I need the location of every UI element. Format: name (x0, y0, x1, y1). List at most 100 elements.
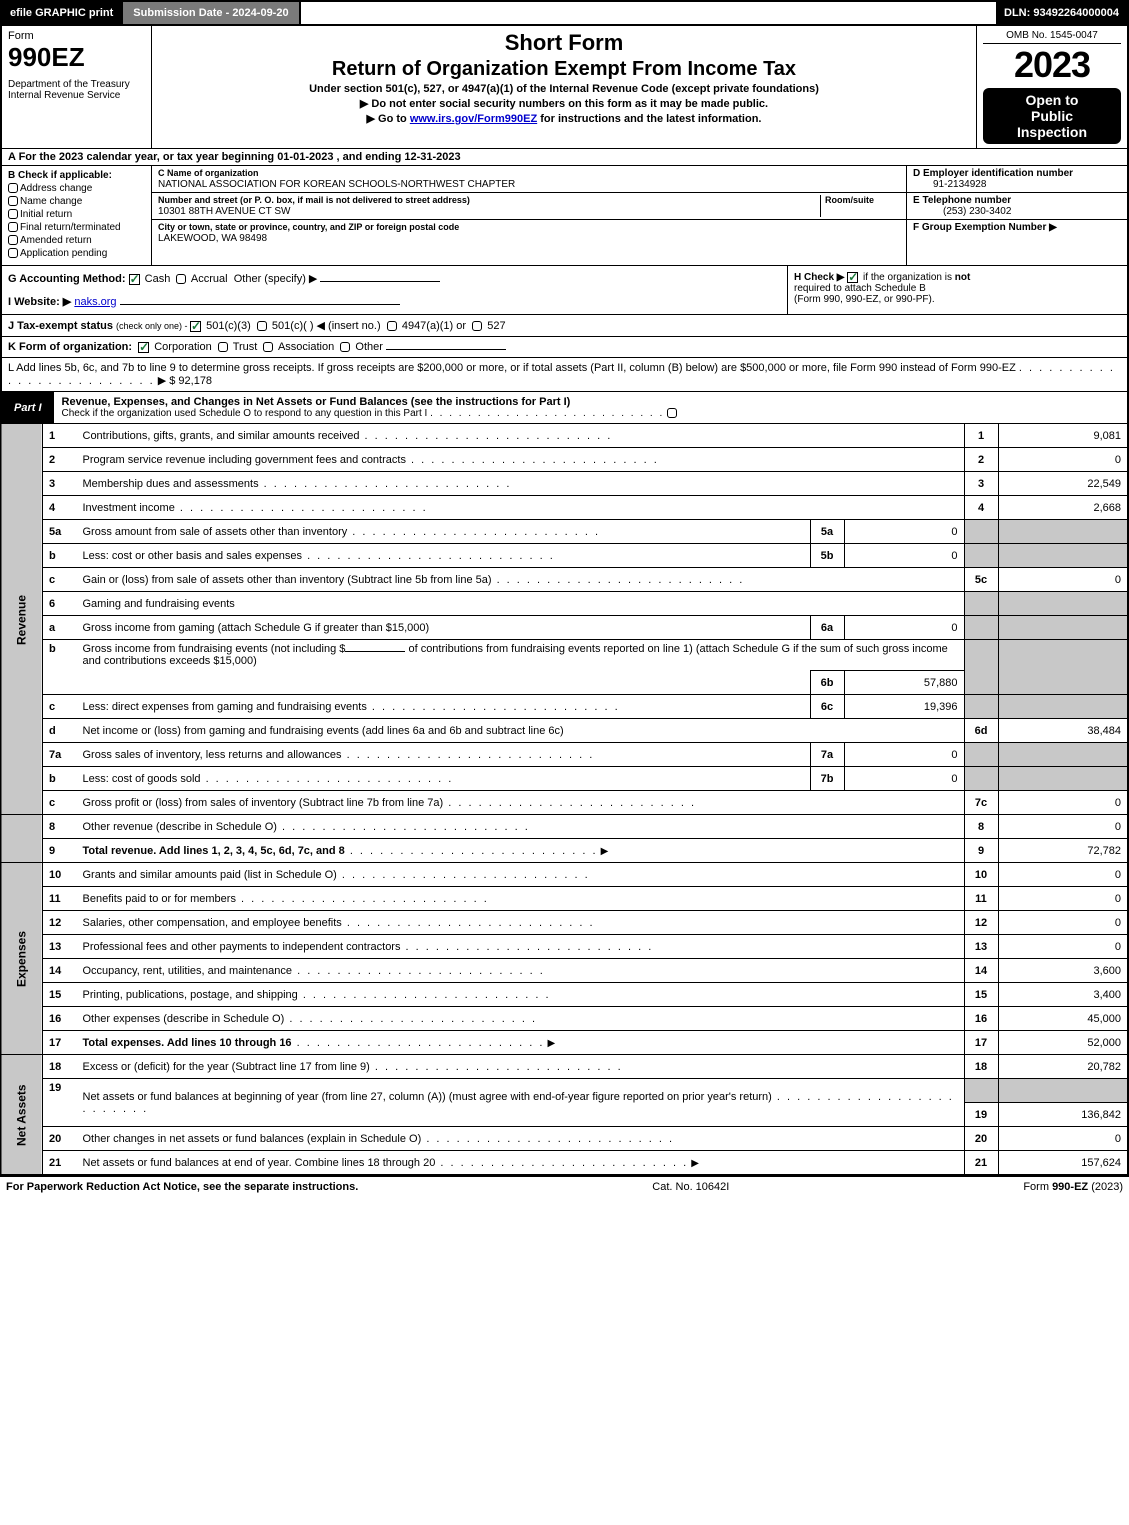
other-specify-input[interactable] (320, 281, 440, 282)
chk-address-change-label: Address change (20, 183, 92, 194)
table-row: 2 Program service revenue including gove… (1, 448, 1128, 472)
line-num: 4 (43, 496, 77, 520)
chk-4947[interactable] (387, 321, 397, 331)
dln-label: DLN: 93492264000004 (996, 2, 1127, 24)
row-gh: G Accounting Method: Cash Accrual Other … (0, 265, 1129, 314)
chk-501c[interactable] (257, 321, 267, 331)
chk-schedule-o-part1[interactable] (667, 408, 677, 418)
line-desc: Gross profit or (loss) from sales of inv… (77, 791, 965, 815)
line-outlbl: 18 (964, 1055, 998, 1079)
col-b: B Check if applicable: Address change Na… (2, 166, 152, 265)
line-desc: Total revenue. Add lines 1, 2, 3, 4, 5c,… (77, 839, 965, 863)
section-bcd: B Check if applicable: Address change Na… (0, 166, 1129, 265)
chk-501c3[interactable] (190, 321, 201, 332)
line-desc: Less: direct expenses from gaming and fu… (77, 695, 811, 719)
col-c: C Name of organization NATIONAL ASSOCIAT… (152, 166, 907, 265)
city-cell: City or town, state or province, country… (152, 220, 906, 246)
efile-print-label[interactable]: efile GRAPHIC print (2, 2, 121, 24)
city-label: City or town, state or province, country… (158, 222, 459, 232)
website-link[interactable]: naks.org (74, 296, 116, 308)
line-val: 72,782 (998, 839, 1128, 863)
table-row: 19 Net assets or fund balances at beginn… (1, 1079, 1128, 1103)
line-num: 5a (43, 520, 77, 544)
table-row: 12 Salaries, other compensation, and emp… (1, 911, 1128, 935)
row-j: J Tax-exempt status (check only one) - 5… (0, 314, 1129, 336)
table-row: Net Assets 18 Excess or (deficit) for th… (1, 1055, 1128, 1079)
chk-other-org[interactable] (340, 342, 350, 352)
chk-association[interactable] (263, 342, 273, 352)
org-name-label: C Name of organization (158, 168, 259, 178)
footer-center: Cat. No. 10642I (652, 1181, 729, 1193)
line-outlbl-shade (964, 695, 998, 719)
line-val: 38,484 (998, 719, 1128, 743)
line-val-shade (998, 520, 1128, 544)
line-inval: 0 (844, 616, 964, 640)
table-row: c Gain or (loss) from sale of assets oth… (1, 568, 1128, 592)
line-val-shade (998, 743, 1128, 767)
line-val: 0 (998, 935, 1128, 959)
h-text2: required to attach Schedule B (794, 283, 926, 294)
line-desc: Net income or (loss) from gaming and fun… (77, 719, 965, 743)
chk-amended-return[interactable]: Amended return (8, 235, 145, 246)
irs-link[interactable]: www.irs.gov/Form990EZ (410, 113, 537, 125)
line-outlbl: 16 (964, 1007, 998, 1031)
chk-final-return[interactable]: Final return/terminated (8, 222, 145, 233)
line-outlbl: 19 (964, 1103, 998, 1127)
line-desc: Gaming and fundraising events (77, 592, 965, 616)
table-row: 20 Other changes in net assets or fund b… (1, 1127, 1128, 1151)
line-outlbl-shade (964, 743, 998, 767)
line-num: 21 (43, 1151, 77, 1175)
chk-corporation[interactable] (138, 342, 149, 353)
chk-name-change[interactable]: Name change (8, 196, 145, 207)
instr-goto-prefix: ▶ Go to (367, 113, 410, 125)
instr-ssn: ▶ Do not enter social security numbers o… (160, 97, 968, 110)
line-inlbl: 7a (810, 743, 844, 767)
instr-goto-suffix: for instructions and the latest informat… (537, 113, 761, 125)
other-org-input[interactable] (386, 349, 506, 350)
line-desc-cont (77, 671, 811, 695)
line-outlbl-shade (964, 1079, 998, 1103)
chk-trust[interactable] (218, 342, 228, 352)
netassets-side-label: Net Assets (1, 1055, 43, 1175)
chk-initial-return[interactable]: Initial return (8, 209, 145, 220)
j-527: 527 (487, 320, 505, 332)
line-num: c (43, 695, 77, 719)
line-val-shade (998, 767, 1128, 791)
table-row: 5a Gross amount from sale of assets othe… (1, 520, 1128, 544)
form-number: 990EZ (8, 42, 145, 73)
expenses-side-label: Expenses (1, 863, 43, 1055)
line-val: 0 (998, 568, 1128, 592)
line-outlbl-shade (964, 520, 998, 544)
contrib-input[interactable] (345, 651, 405, 652)
open-public-badge: Open to Public Inspection (983, 88, 1121, 144)
line-num: c (43, 568, 77, 592)
omb-number: OMB No. 1545-0047 (983, 30, 1121, 44)
line-outlbl: 21 (964, 1151, 998, 1175)
table-row: Expenses 10 Grants and similar amounts p… (1, 863, 1128, 887)
line-desc: Occupancy, rent, utilities, and maintena… (77, 959, 965, 983)
line-num: d (43, 719, 77, 743)
line-desc: Benefits paid to or for members (77, 887, 965, 911)
table-row: a Gross income from gaming (attach Sched… (1, 616, 1128, 640)
line-val: 0 (998, 863, 1128, 887)
line-num: 15 (43, 983, 77, 1007)
chk-cash[interactable] (129, 274, 140, 285)
city: LAKEWOOD, WA 98498 (158, 233, 267, 244)
table-row: 13 Professional fees and other payments … (1, 935, 1128, 959)
chk-schedule-b[interactable] (847, 272, 858, 283)
line-desc: Contributions, gifts, grants, and simila… (77, 424, 965, 448)
line-num: a (43, 616, 77, 640)
room-label: Room/suite (825, 195, 874, 205)
chk-application-pending[interactable]: Application pending (8, 248, 145, 259)
j-501c: 501(c)( ) ◀ (insert no.) (272, 320, 381, 332)
chk-accrual[interactable] (176, 274, 186, 284)
line-num: 17 (43, 1031, 77, 1055)
line-inlbl: 6a (810, 616, 844, 640)
chk-address-change[interactable]: Address change (8, 183, 145, 194)
revenue-side-cont (1, 815, 43, 863)
line-num: 7a (43, 743, 77, 767)
line-inlbl: 7b (810, 767, 844, 791)
line-inlbl: 6b (810, 671, 844, 695)
table-row: c Gross profit or (loss) from sales of i… (1, 791, 1128, 815)
chk-527[interactable] (472, 321, 482, 331)
